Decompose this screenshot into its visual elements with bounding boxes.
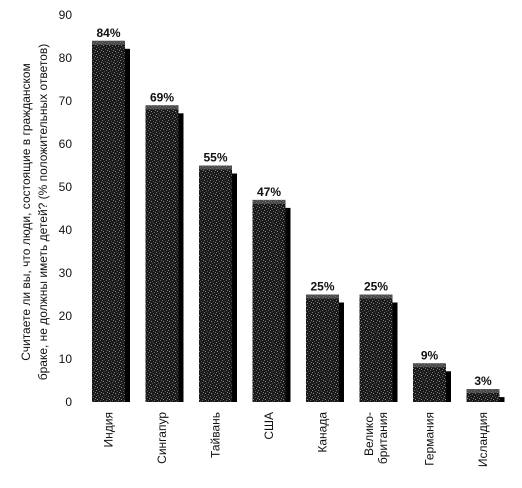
bar-shadow: [284, 207, 291, 402]
data-label: 9%: [421, 348, 439, 362]
bar-shadow: [124, 48, 130, 403]
x-tick-label: Исландия: [476, 412, 490, 467]
x-tick-label: британия: [376, 412, 390, 464]
y-tick-label: 80: [59, 51, 73, 65]
data-label: 84%: [96, 26, 120, 40]
y-axis-label-line: браке, не должны иметь детей? (% положит…: [36, 44, 50, 381]
data-label: 25%: [364, 280, 388, 294]
y-tick-label: 50: [59, 180, 73, 194]
y-axis-label-line: Считаете ли вы, что люди, состоящие в гр…: [19, 63, 33, 361]
bar: [306, 294, 339, 402]
bar: [92, 40, 125, 403]
bar-shadow: [231, 173, 237, 402]
bar: [145, 105, 179, 403]
bars-group: [92, 40, 505, 403]
data-label: 55%: [203, 151, 227, 165]
bar-shadow: [177, 113, 184, 403]
y-tick-label: 10: [59, 352, 73, 366]
x-tick-label: США: [262, 412, 276, 440]
data-label: 3%: [474, 374, 492, 388]
data-label: 25%: [310, 280, 334, 294]
bar: [413, 363, 446, 402]
bar: [252, 199, 286, 402]
x-axis: Индия Сингапур Тайвань США Канада Велико-брит…: [102, 412, 491, 467]
bar-top-edge: [466, 389, 500, 394]
bar-shadow: [498, 397, 505, 402]
y-tick-label: 40: [59, 223, 73, 237]
x-tick-label: Канада: [316, 412, 330, 453]
data-label: 47%: [257, 185, 281, 199]
x-tick-label: Тайвань: [209, 412, 223, 458]
bar: [359, 294, 393, 402]
x-tick-label: Германия: [423, 412, 437, 466]
y-tick-label: 70: [59, 94, 73, 108]
bar-top-edge: [145, 105, 179, 110]
bar-shadow: [338, 302, 344, 402]
x-tick-label: Велико-: [362, 412, 376, 456]
y-axis: 0 10 20 30 40 50 60 70 80 90: [59, 8, 73, 409]
bar-top-edge: [92, 40, 125, 45]
bar-shadow: [391, 302, 398, 402]
bar-top-edge: [252, 199, 286, 204]
y-axis-label: Считаете ли вы, что люди, состоящие в гр…: [19, 44, 50, 381]
bar-top-edge: [306, 294, 339, 299]
x-tick-label: Индия: [102, 412, 116, 447]
bar-top-edge: [359, 294, 393, 299]
data-labels-group: 84% 69% 55% 47% 25% 25% 9% 3%: [96, 26, 492, 388]
bar: [199, 165, 232, 402]
bar-shadow: [445, 371, 451, 402]
y-tick-label: 90: [59, 8, 73, 22]
y-tick-label: 0: [65, 395, 72, 409]
y-tick-label: 30: [59, 266, 73, 280]
data-label: 69%: [150, 90, 174, 104]
bar-top-edge: [413, 363, 446, 368]
y-tick-label: 60: [59, 137, 73, 151]
x-tick-label: Сингапур: [155, 412, 169, 464]
bar-top-edge: [199, 165, 232, 170]
y-tick-label: 20: [59, 309, 73, 323]
